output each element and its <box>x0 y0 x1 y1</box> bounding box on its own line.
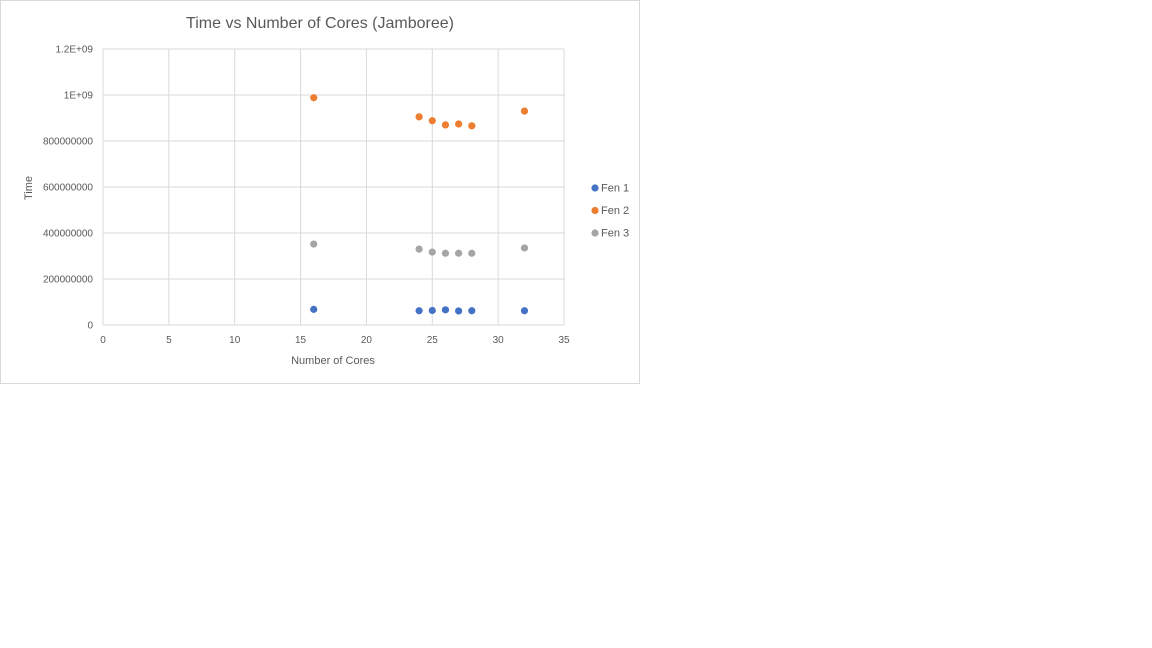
data-point <box>310 94 318 102</box>
x-tick-label: 10 <box>229 335 241 346</box>
x-tick-label: 20 <box>361 335 373 346</box>
data-point <box>520 307 529 315</box>
data-point <box>310 240 318 248</box>
chart-title: Time vs Number of Cores (Jamboree) <box>186 15 454 32</box>
data-point <box>441 121 450 129</box>
data-point <box>520 244 529 252</box>
data-point <box>455 307 463 315</box>
x-axis-title: Number of Cores <box>291 355 375 367</box>
legend-label: Fen 3 <box>601 228 629 240</box>
data-point <box>468 307 476 315</box>
x-tick-label: 15 <box>295 335 307 346</box>
gridlines <box>102 48 565 326</box>
y-tick-label: 1.2E+09 <box>55 45 93 56</box>
legend-marker <box>591 184 599 192</box>
series-fen-3 <box>310 240 529 257</box>
data-point <box>468 122 476 130</box>
series-fen-2 <box>310 94 529 130</box>
data-point <box>441 306 450 314</box>
data-point <box>415 113 423 121</box>
data-point <box>415 307 423 315</box>
data-point <box>428 117 436 125</box>
data-point <box>441 249 450 257</box>
y-tick-label: 0 <box>87 321 93 332</box>
legend-label: Fen 2 <box>601 205 629 217</box>
y-axis-title: Time <box>23 176 35 200</box>
x-tick-label: 35 <box>558 335 570 346</box>
data-point <box>415 245 423 253</box>
data-point <box>520 107 529 115</box>
data-point <box>455 249 463 257</box>
y-tick-label: 800000000 <box>43 137 93 148</box>
x-tick-label: 0 <box>100 335 106 346</box>
chart-frame: Time vs Number of Cores (Jamboree) 0 2000… <box>0 0 640 384</box>
legend: Fen 1 Fen 2 Fen 3 <box>591 183 629 240</box>
x-tick-label: 25 <box>427 335 439 346</box>
y-tick-label: 1E+09 <box>64 91 94 102</box>
legend-label: Fen 1 <box>601 183 629 195</box>
y-axis-ticks: 0 200000000 400000000 600000000 800000000 1E+… <box>43 45 94 332</box>
x-tick-label: 5 <box>166 335 172 346</box>
legend-marker <box>591 229 599 237</box>
data-point <box>455 120 463 128</box>
data-points <box>310 94 529 315</box>
x-axis-ticks: 0 5 10 15 20 25 30 35 <box>100 335 570 346</box>
data-point <box>310 305 318 313</box>
data-point <box>428 248 436 256</box>
y-tick-label: 400000000 <box>43 229 93 240</box>
x-tick-label: 30 <box>493 335 505 346</box>
legend-marker <box>591 206 599 215</box>
series-fen-1 <box>310 305 529 315</box>
scatter-chart: Time vs Number of Cores (Jamboree) 02000… <box>23 15 629 367</box>
data-point <box>468 249 476 257</box>
y-tick-label: 600000000 <box>43 183 93 194</box>
data-point <box>428 306 436 315</box>
y-tick-label: 200000000 <box>43 275 93 286</box>
